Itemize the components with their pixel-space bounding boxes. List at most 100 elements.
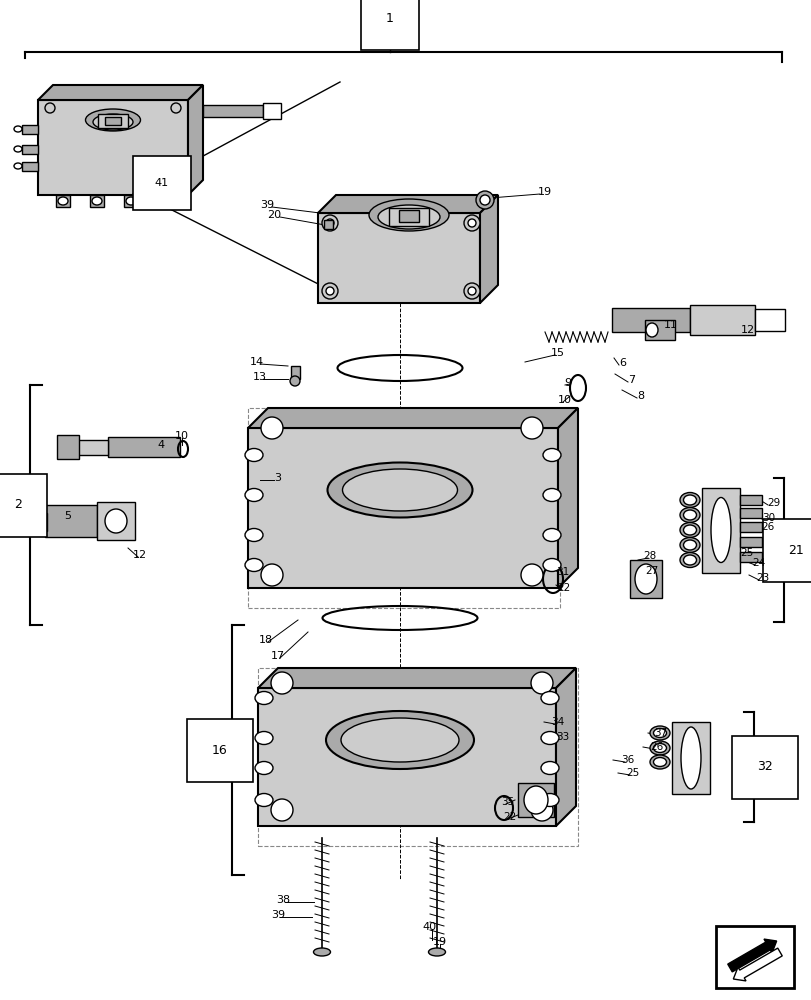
Text: 26: 26 (650, 742, 663, 752)
Bar (290, 366, 299, 379)
Ellipse shape (653, 743, 666, 752)
Bar (57, 435, 79, 459)
Bar (702, 488, 739, 573)
Circle shape (325, 287, 333, 295)
Ellipse shape (245, 488, 263, 502)
Ellipse shape (93, 114, 133, 130)
Bar (611, 308, 689, 332)
Text: 41: 41 (155, 178, 169, 188)
Circle shape (260, 564, 283, 586)
Bar (22, 145, 38, 154)
Bar (689, 305, 754, 335)
Text: 10: 10 (557, 395, 571, 405)
Polygon shape (557, 408, 577, 588)
Ellipse shape (653, 728, 666, 737)
Ellipse shape (683, 510, 696, 520)
Circle shape (467, 287, 475, 295)
Circle shape (260, 417, 283, 439)
Ellipse shape (245, 448, 263, 462)
Circle shape (171, 103, 181, 113)
Bar (97, 502, 135, 540)
Ellipse shape (378, 205, 440, 229)
Circle shape (322, 215, 337, 231)
Ellipse shape (649, 755, 669, 769)
Ellipse shape (105, 509, 127, 533)
Bar (22, 125, 38, 134)
Ellipse shape (653, 758, 666, 766)
Ellipse shape (313, 948, 330, 956)
Ellipse shape (14, 146, 22, 152)
Circle shape (521, 564, 543, 586)
Ellipse shape (540, 762, 558, 774)
Ellipse shape (679, 552, 699, 568)
Circle shape (521, 417, 543, 439)
Ellipse shape (85, 109, 140, 131)
Bar (33, 513, 47, 531)
Bar (263, 103, 281, 119)
Ellipse shape (543, 558, 560, 572)
Circle shape (479, 195, 489, 205)
Bar (22, 162, 38, 171)
Ellipse shape (523, 786, 547, 814)
Ellipse shape (126, 197, 135, 205)
Bar (258, 668, 577, 846)
Bar (739, 495, 761, 505)
Ellipse shape (543, 528, 560, 542)
Text: 16: 16 (212, 743, 228, 756)
Ellipse shape (634, 564, 656, 594)
Ellipse shape (341, 718, 458, 762)
Text: 12: 12 (133, 550, 147, 560)
Text: 35: 35 (500, 797, 514, 807)
Ellipse shape (368, 199, 448, 231)
Text: 22: 22 (556, 583, 570, 593)
Bar (672, 722, 709, 794)
Circle shape (45, 103, 55, 113)
Bar (105, 117, 121, 125)
Ellipse shape (428, 948, 445, 956)
Polygon shape (258, 668, 575, 688)
Bar (739, 537, 761, 547)
Bar (629, 560, 661, 598)
Circle shape (271, 672, 293, 694)
Ellipse shape (680, 727, 700, 789)
Ellipse shape (679, 508, 699, 522)
Text: 38: 38 (276, 895, 290, 905)
Ellipse shape (160, 197, 169, 205)
Bar (98, 114, 128, 128)
Polygon shape (247, 428, 557, 588)
Text: 1: 1 (385, 12, 393, 25)
Bar (108, 437, 180, 457)
Ellipse shape (92, 197, 102, 205)
FancyArrow shape (727, 939, 775, 972)
Bar (247, 408, 560, 608)
Text: 8: 8 (637, 391, 644, 401)
Polygon shape (318, 213, 479, 303)
Ellipse shape (255, 692, 272, 704)
Text: 32: 32 (756, 760, 772, 774)
Ellipse shape (255, 793, 272, 806)
Ellipse shape (342, 469, 457, 511)
Text: 2: 2 (14, 498, 22, 512)
Ellipse shape (325, 711, 474, 769)
Text: 21: 21 (787, 544, 803, 556)
Circle shape (530, 672, 552, 694)
Text: 27: 27 (645, 566, 658, 576)
Text: 15: 15 (551, 348, 564, 358)
Circle shape (322, 283, 337, 299)
Ellipse shape (543, 488, 560, 502)
Bar (398, 210, 418, 222)
Circle shape (271, 799, 293, 821)
Text: 12: 12 (740, 325, 754, 335)
Text: 29: 29 (766, 498, 779, 508)
Ellipse shape (14, 126, 22, 132)
Polygon shape (556, 668, 575, 826)
Text: 40: 40 (423, 922, 436, 932)
Text: 7: 7 (628, 375, 635, 385)
Circle shape (290, 376, 299, 386)
Bar (715, 926, 793, 988)
Bar (739, 522, 761, 532)
Text: 19: 19 (432, 937, 447, 947)
Ellipse shape (679, 492, 699, 508)
Polygon shape (247, 408, 577, 428)
Text: 23: 23 (755, 573, 769, 583)
